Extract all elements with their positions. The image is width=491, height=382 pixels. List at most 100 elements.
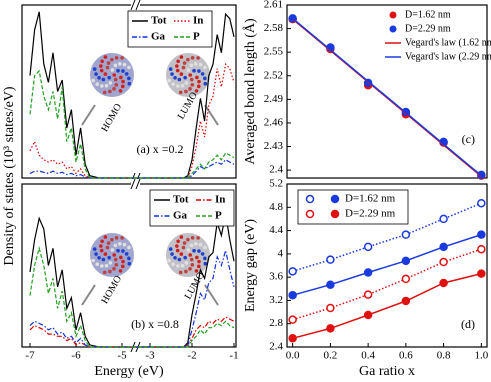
atom [100,239,104,244]
legend-marker [305,194,315,204]
y-tick-label: 4 [278,247,284,259]
atom [170,72,174,76]
data-point [477,198,486,208]
atom [190,83,195,87]
atom [175,68,180,73]
x-tick-label: -3 [145,350,155,362]
atom [105,245,110,250]
atom [198,62,203,67]
atom [102,90,107,95]
atom [127,76,131,81]
atom [188,87,192,91]
atom [103,55,108,59]
y-tick-label: 3.6 [269,271,283,283]
annotation: (c) [462,132,475,146]
atom [203,65,207,70]
legend-marker [389,11,397,19]
atom [112,267,116,271]
legend-label: Tot [173,194,189,206]
atom [122,62,127,67]
atom [99,248,104,253]
atom [108,81,113,85]
atom [103,252,108,256]
atom [105,65,110,70]
atom [175,244,179,248]
x-tick-label: 0.4 [361,350,375,362]
atom [181,65,186,70]
atom [106,61,111,65]
atom [180,83,185,88]
data-point [401,256,411,266]
atom [113,63,118,68]
atom [192,68,196,73]
x-tick-label: -5 [117,350,127,362]
axis-break [130,178,136,190]
legend-label: D=2.29 nm [405,23,451,34]
atom [104,263,109,268]
atom [197,259,201,264]
y-tick-label: 4.8 [269,201,283,213]
atom [189,243,194,248]
arrow [204,284,219,306]
atom [91,258,95,263]
atom [200,252,205,256]
atom [99,64,103,68]
atom [127,256,131,261]
atom [100,264,104,268]
data-point [288,267,297,276]
atom [195,255,199,260]
data-point [477,230,486,239]
arrow [81,284,96,306]
x-tick-label: -7 [25,350,35,362]
series-line [29,159,235,179]
atom [124,72,129,76]
x-tick-label: 0.2 [324,350,338,362]
axis-break [130,0,136,11]
legend-label: In [193,15,203,27]
atom [178,270,183,275]
atom [113,257,118,262]
axis-break [131,179,140,189]
annotation: HOMO [99,274,124,306]
atom [183,255,187,260]
atom [203,256,207,261]
atom [127,81,132,86]
atom [197,79,201,84]
atom [168,67,173,71]
atom [108,269,112,274]
data-point [326,280,335,289]
legend-label: P [215,210,222,222]
atom [203,81,208,86]
x-tick-label: -1 [229,350,238,362]
data-point [439,214,448,224]
atom [196,84,201,89]
atom [117,242,122,246]
legend-label: D=2.29 nm [345,208,396,220]
atom [203,261,208,266]
atom [107,255,111,260]
atom [177,257,182,262]
atom [197,249,201,253]
atom [195,75,199,80]
atom [107,75,111,80]
y-axis-title: Energy gap (eV) [243,219,258,312]
atom [184,261,189,265]
atom [100,59,104,64]
atom [190,56,195,60]
data-point [363,310,373,320]
atom [114,83,119,87]
atom [203,245,207,250]
atom [102,270,107,275]
atom [127,261,132,266]
series-line [29,11,235,179]
atom [127,245,131,250]
data-point [363,242,373,252]
series-line [292,202,482,273]
axis-break [131,0,140,10]
legend-label: D=1.62 nm [345,193,396,205]
data-point [401,296,411,306]
atom [97,255,101,260]
series-line [292,17,482,177]
data-point [477,244,486,254]
x-tick-label: -6 [71,350,81,362]
